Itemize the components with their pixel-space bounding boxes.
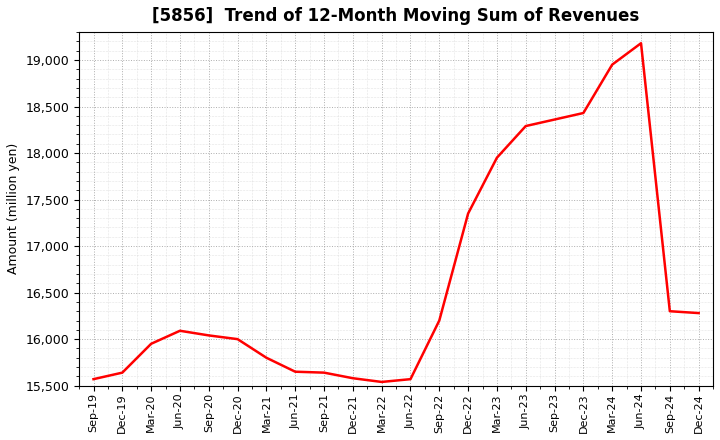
Y-axis label: Amount (million yen): Amount (million yen): [7, 143, 20, 275]
Title: [5856]  Trend of 12-Month Moving Sum of Revenues: [5856] Trend of 12-Month Moving Sum of R…: [153, 7, 639, 25]
